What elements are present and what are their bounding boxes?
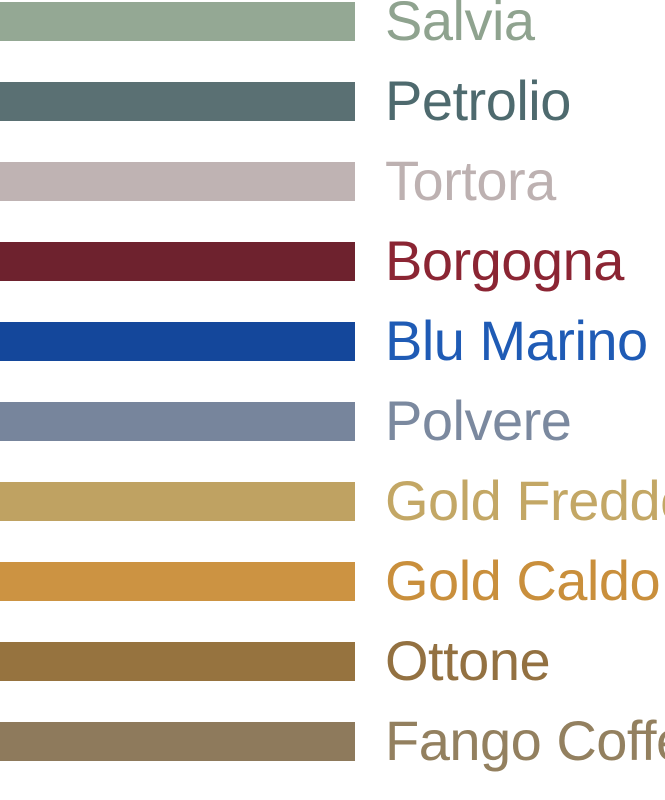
color-name-label: Gold Caldo <box>385 549 661 612</box>
swatch-row: Blu Marino <box>0 311 665 400</box>
color-name-label: Blu Marino <box>385 309 648 372</box>
color-name-label: Gold Freddo <box>385 469 665 532</box>
swatch-row: Polvere <box>0 391 665 480</box>
color-swatch <box>0 482 355 521</box>
color-palette: Salvia Petrolio Tortora Borgogna Blu Marino P… <box>0 0 665 771</box>
color-swatch <box>0 402 355 441</box>
color-swatch <box>0 642 355 681</box>
color-swatch <box>0 242 355 281</box>
color-swatch <box>0 162 355 201</box>
color-name-label: Salvia <box>385 0 535 52</box>
swatch-row: Tortora <box>0 151 665 240</box>
swatch-row: Borgogna <box>0 231 665 320</box>
color-name-label: Tortora <box>385 149 556 212</box>
color-name-label: Ottone <box>385 629 551 692</box>
color-swatch <box>0 322 355 361</box>
color-name-label: Fango Coffe <box>385 709 665 772</box>
color-swatch <box>0 82 355 121</box>
color-name-label: Borgogna <box>385 229 624 292</box>
color-name-label: Petrolio <box>385 69 571 132</box>
color-swatch <box>0 2 355 41</box>
swatch-row: Fango Coffe <box>0 711 665 800</box>
color-swatch <box>0 722 355 761</box>
swatch-row: Petrolio <box>0 71 665 160</box>
swatch-row: Gold Caldo <box>0 551 665 640</box>
swatch-row: Ottone <box>0 631 665 720</box>
swatch-row: Salvia <box>0 0 665 80</box>
color-swatch <box>0 562 355 601</box>
swatch-row: Gold Freddo <box>0 471 665 560</box>
color-name-label: Polvere <box>385 389 572 452</box>
